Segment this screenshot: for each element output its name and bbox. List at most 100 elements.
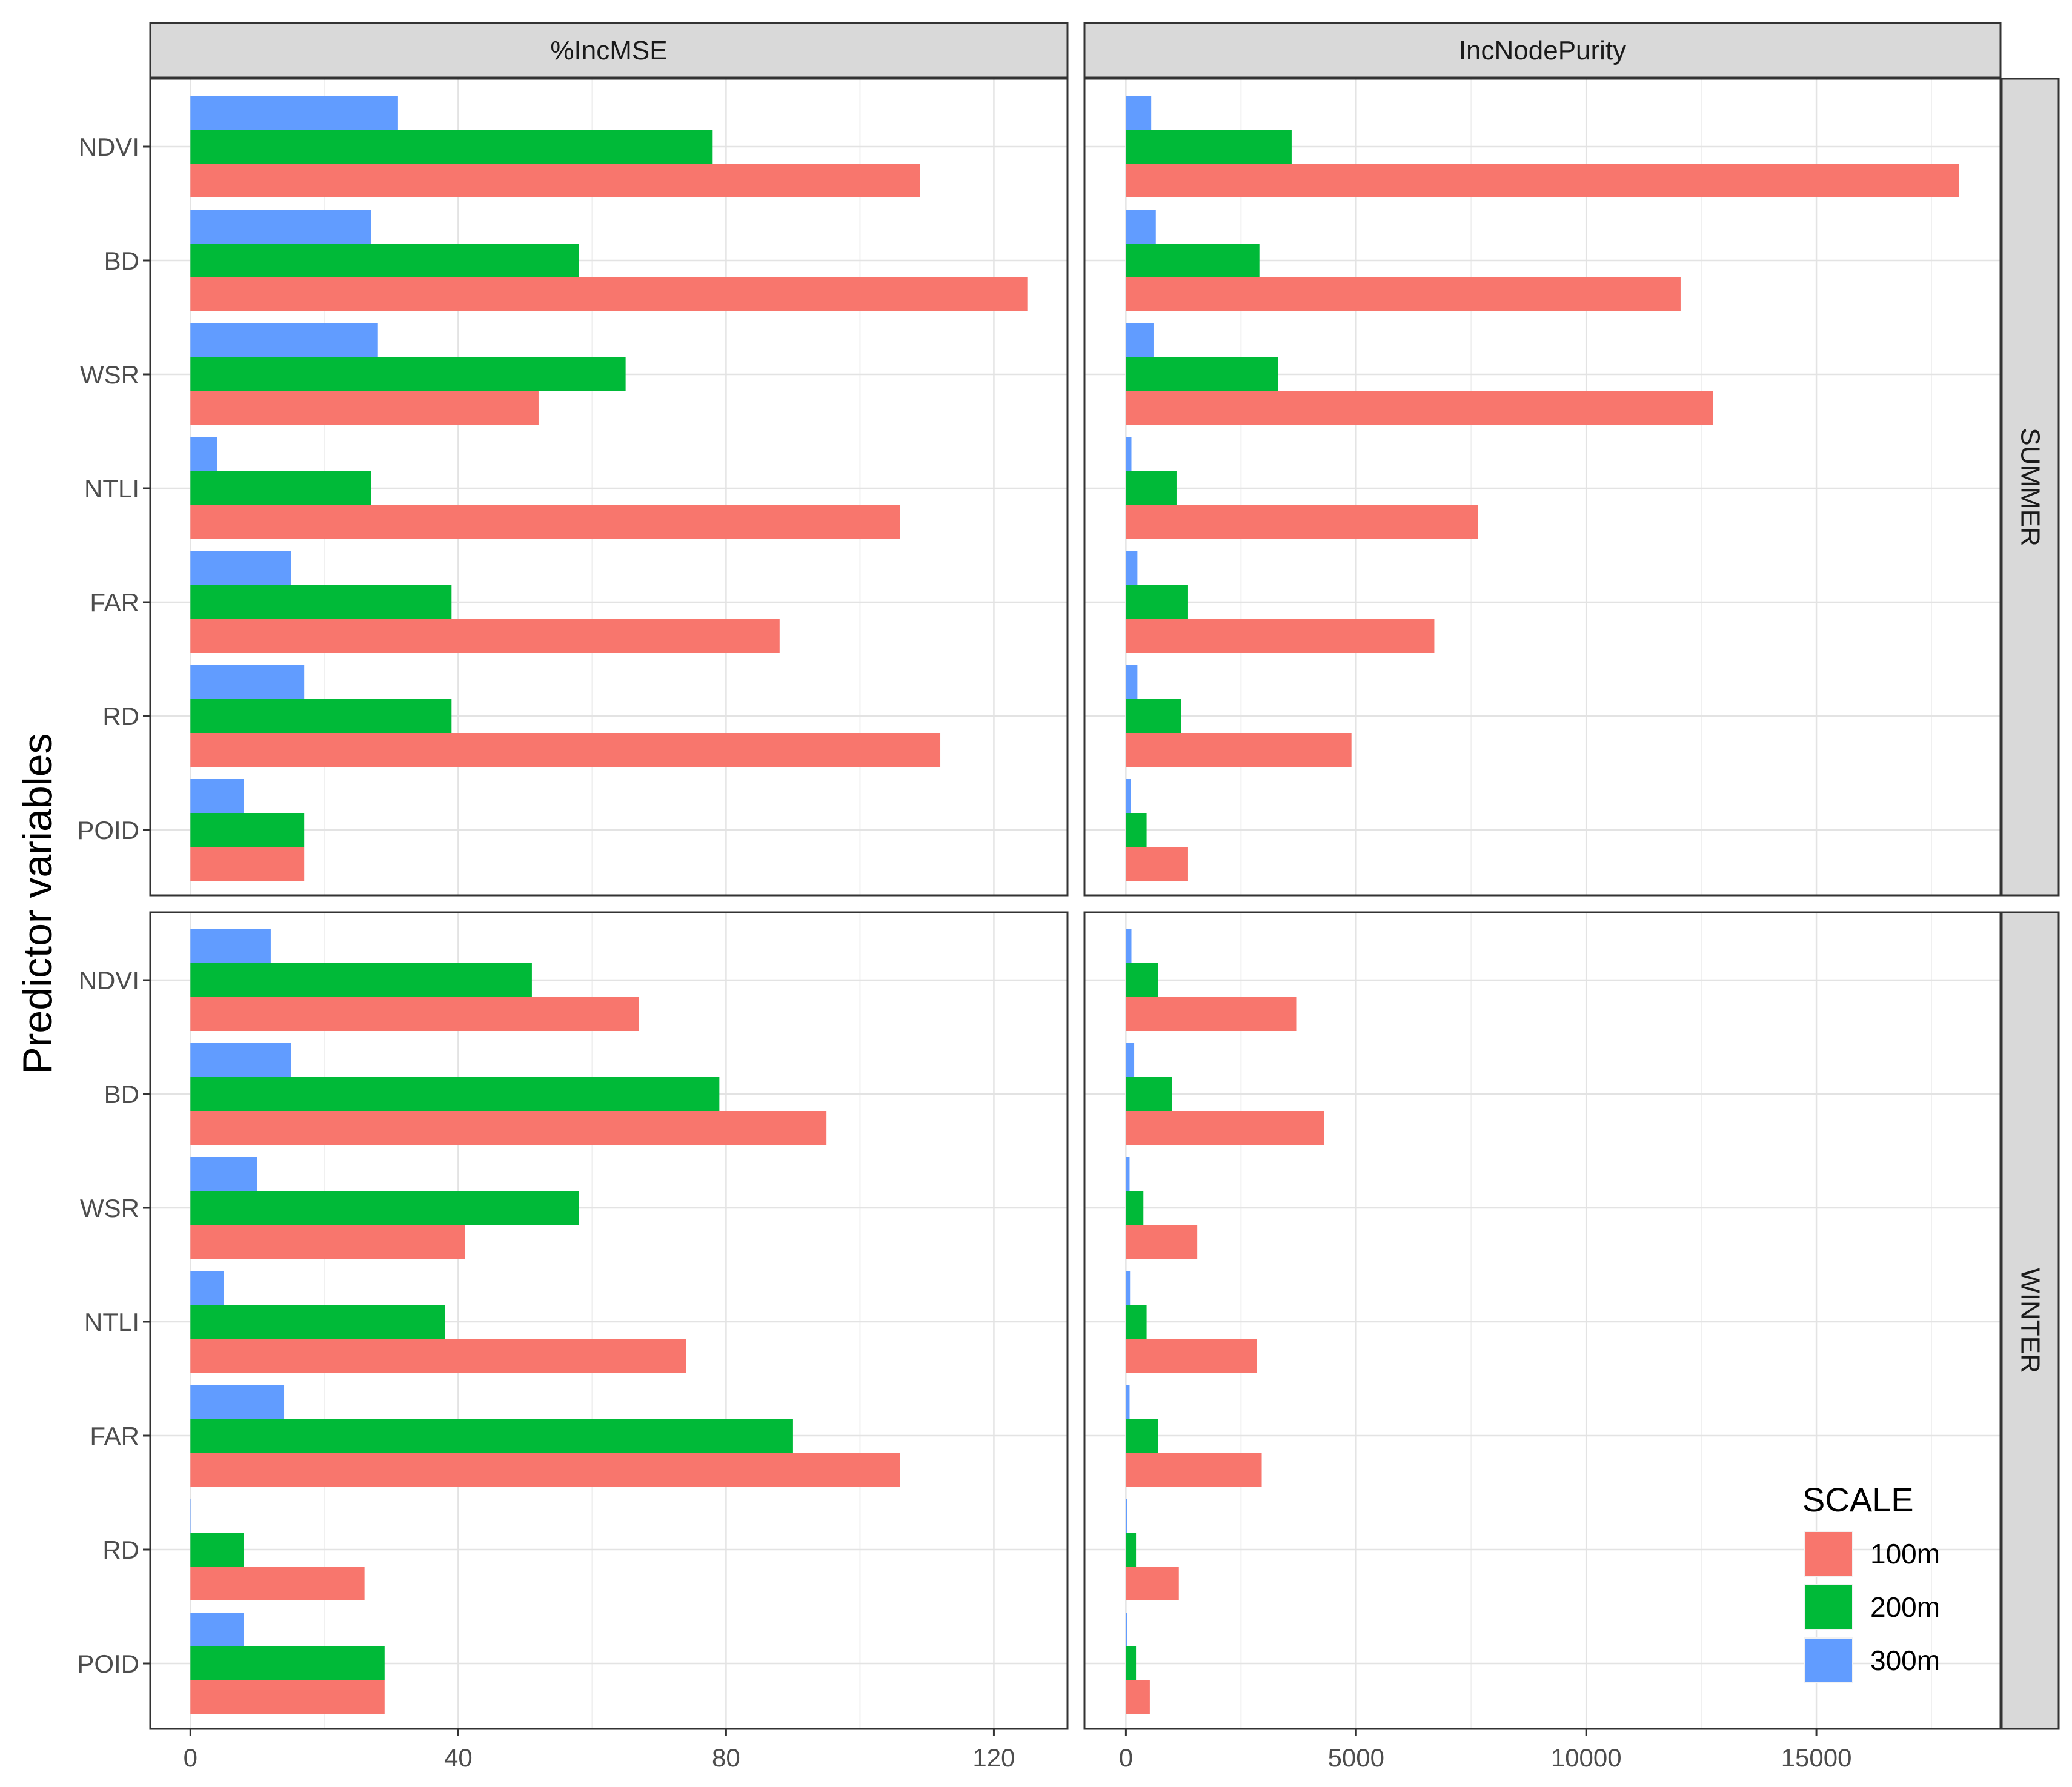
y-tick-label-wsr: WSR bbox=[80, 360, 139, 389]
bar-bd-100m bbox=[190, 277, 1028, 311]
bar-ntli-300m bbox=[1126, 1271, 1131, 1305]
bar-ndvi-100m bbox=[1126, 997, 1297, 1031]
bar-ntli-100m bbox=[190, 505, 900, 539]
y-tick-label-bd: BD bbox=[104, 247, 139, 275]
bar-wsr-200m bbox=[1126, 1191, 1144, 1225]
x-tick-label: 10000 bbox=[1551, 1743, 1622, 1772]
bar-poid-300m bbox=[1126, 1613, 1127, 1646]
bar-rd-300m bbox=[1126, 665, 1138, 699]
bar-ndvi-200m bbox=[190, 130, 713, 164]
legend-label-200m: 200m bbox=[1870, 1591, 1940, 1623]
bar-ntli-100m bbox=[1126, 1339, 1257, 1373]
panel-background bbox=[1084, 912, 2001, 1729]
bar-ndvi-300m bbox=[1126, 96, 1152, 130]
strip-label-column-2: IncNodePurity bbox=[1459, 36, 1626, 65]
panel-background bbox=[1084, 79, 2001, 895]
bar-wsr-200m bbox=[190, 357, 626, 391]
bar-bd-300m bbox=[1126, 210, 1156, 244]
y-tick-label-ntli: NTLI bbox=[84, 1308, 139, 1336]
bar-ntli-200m bbox=[190, 1305, 445, 1339]
bar-rd-100m bbox=[190, 733, 941, 767]
bar-wsr-100m bbox=[190, 1225, 465, 1259]
strip-column-1 bbox=[149, 22, 1069, 79]
y-tick-label-ndvi: NDVI bbox=[79, 133, 139, 161]
bar-bd-300m bbox=[190, 1043, 291, 1077]
bar-wsr-200m bbox=[1126, 357, 1278, 391]
y-tick-label-ndvi: NDVI bbox=[79, 966, 139, 995]
bar-bd-100m bbox=[1126, 277, 1681, 311]
bar-ndvi-200m bbox=[190, 963, 532, 997]
bar-bd-200m bbox=[1126, 244, 1260, 277]
bar-poid-200m bbox=[1126, 813, 1147, 847]
bar-far-200m bbox=[1126, 585, 1188, 619]
bar-wsr-200m bbox=[190, 1191, 579, 1225]
bar-far-200m bbox=[190, 585, 452, 619]
x-tick-label: 80 bbox=[712, 1743, 740, 1772]
bar-far-300m bbox=[1126, 551, 1138, 585]
bar-wsr-300m bbox=[1126, 1157, 1130, 1191]
bar-ndvi-300m bbox=[190, 929, 271, 963]
bar-rd-200m bbox=[190, 1533, 244, 1567]
panel-border bbox=[1083, 78, 2002, 897]
bar-far-100m bbox=[190, 619, 780, 653]
bar-poid-200m bbox=[190, 1646, 385, 1680]
legend-label-100m: 100m bbox=[1870, 1538, 1940, 1570]
bar-poid-100m bbox=[190, 847, 305, 881]
bar-bd-300m bbox=[190, 210, 371, 244]
bar-ndvi-100m bbox=[190, 997, 639, 1031]
bar-bd-300m bbox=[1126, 1043, 1135, 1077]
x-tick-label: 0 bbox=[184, 1743, 198, 1772]
bar-poid-200m bbox=[190, 813, 305, 847]
bar-ntli-100m bbox=[190, 1339, 686, 1373]
panel-border bbox=[149, 911, 1069, 1730]
bar-poid-300m bbox=[1126, 779, 1131, 813]
x-tick-label: 15000 bbox=[1781, 1743, 1852, 1772]
bar-poid-300m bbox=[190, 779, 244, 813]
bar-far-300m bbox=[190, 551, 291, 585]
bar-rd-100m bbox=[1126, 1567, 1179, 1600]
legend-label-300m: 300m bbox=[1870, 1645, 1940, 1676]
bar-wsr-100m bbox=[190, 391, 539, 425]
bar-rd-200m bbox=[190, 699, 452, 733]
bar-ntli-300m bbox=[190, 437, 217, 471]
bar-rd-200m bbox=[1126, 699, 1181, 733]
bar-rd-300m bbox=[190, 665, 305, 699]
x-tick-label: 5000 bbox=[1328, 1743, 1384, 1772]
strip-row-winter bbox=[2001, 911, 2060, 1730]
y-tick-label-poid: POID bbox=[77, 1649, 139, 1678]
bar-rd-300m bbox=[190, 1499, 191, 1533]
bar-bd-200m bbox=[190, 244, 579, 277]
bar-bd-200m bbox=[190, 1077, 720, 1111]
bar-wsr-100m bbox=[1126, 391, 1713, 425]
bar-ndvi-300m bbox=[190, 96, 398, 130]
bar-far-200m bbox=[190, 1419, 793, 1453]
bar-bd-200m bbox=[1126, 1077, 1172, 1111]
strip-label-column-1: %IncMSE bbox=[550, 36, 667, 65]
bar-ndvi-100m bbox=[1126, 164, 1959, 197]
x-tick-label: 120 bbox=[972, 1743, 1015, 1772]
bar-wsr-300m bbox=[190, 323, 378, 357]
bar-poid-200m bbox=[1126, 1646, 1137, 1680]
bar-ndvi-200m bbox=[1126, 130, 1292, 164]
y-tick-label-far: FAR bbox=[90, 1422, 139, 1450]
bar-ntli-300m bbox=[1126, 437, 1132, 471]
legend-key-300m bbox=[1805, 1639, 1852, 1682]
y-tick-label-poid: POID bbox=[77, 816, 139, 844]
bar-far-100m bbox=[1126, 1453, 1262, 1487]
bar-poid-100m bbox=[1126, 847, 1188, 881]
bar-ntli-200m bbox=[1126, 471, 1177, 505]
legend-title: SCALE bbox=[1802, 1480, 1914, 1519]
x-tick-label: 40 bbox=[444, 1743, 473, 1772]
strip-row-summer bbox=[2001, 78, 2060, 897]
y-tick-label-bd: BD bbox=[104, 1080, 139, 1109]
bar-ntli-300m bbox=[190, 1271, 224, 1305]
panel-border bbox=[149, 78, 1069, 897]
bar-far-100m bbox=[1126, 619, 1435, 653]
bar-rd-100m bbox=[190, 1567, 365, 1600]
bar-ndvi-200m bbox=[1126, 963, 1158, 997]
bar-rd-200m bbox=[1126, 1533, 1137, 1567]
y-tick-label-wsr: WSR bbox=[80, 1194, 139, 1222]
legend: SCALE 100m 200m 300m bbox=[1802, 1480, 1940, 1683]
bar-ntli-200m bbox=[1126, 1305, 1147, 1339]
bar-far-200m bbox=[1126, 1419, 1158, 1453]
